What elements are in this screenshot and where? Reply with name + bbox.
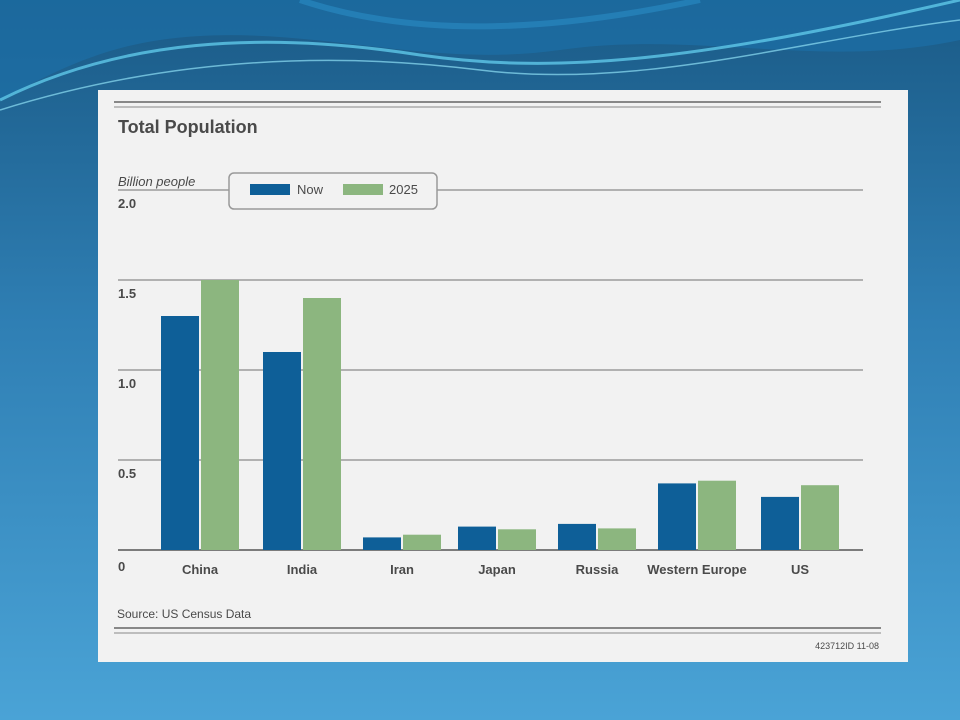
legend: Now 2025: [228, 172, 438, 210]
bar-now-china: [161, 316, 199, 550]
y-tick-label: 1.5: [118, 286, 136, 301]
bar-2025-china: [201, 280, 239, 550]
bar-now-japan: [458, 526, 496, 550]
legend-label-now: Now: [297, 182, 324, 197]
bar-2025-japan: [498, 529, 536, 550]
bar-2025-russia: [598, 528, 636, 550]
y-tick-labels: 0 0.5 1.0 1.5 2.0: [118, 196, 136, 574]
y-tick-label: 0: [118, 559, 125, 574]
decorative-waves: [0, 0, 960, 111]
bar-2025-iran: [403, 534, 441, 550]
category-label: India: [287, 562, 318, 577]
bar-now-western-europe: [658, 483, 696, 550]
y-axis-label: Billion people: [118, 174, 195, 189]
figure-code: 423712ID 11-08: [815, 641, 879, 651]
bar-now-iran: [363, 537, 401, 550]
chart-title: Total Population: [118, 117, 258, 137]
category-label: Iran: [390, 562, 414, 577]
chart-panel: Total Population Billion people 0 0.5 1.0 1…: [98, 90, 908, 662]
legend-swatch-2025: [343, 184, 383, 195]
bar-2025-india: [303, 298, 341, 550]
bar-now-russia: [558, 523, 596, 550]
y-tick-label: 0.5: [118, 466, 136, 481]
source-note: Source: US Census Data: [117, 607, 251, 621]
legend-box: [228, 172, 438, 210]
bar-2025-western-europe: [698, 480, 736, 550]
bar-now-india: [263, 352, 301, 550]
legend-label-2025: 2025: [389, 182, 418, 197]
y-tick-label: 2.0: [118, 196, 136, 211]
category-label: Western Europe: [647, 562, 746, 577]
category-label: Russia: [576, 562, 619, 577]
category-label: Japan: [478, 562, 516, 577]
category-label: China: [182, 562, 219, 577]
category-labels: China India Iran Japan Russia Western Europe U…: [182, 562, 809, 577]
bar-now-us: [761, 496, 799, 550]
legend-swatch-now: [250, 184, 290, 195]
bars: [161, 280, 839, 550]
bar-2025-us: [801, 485, 839, 550]
population-bar-chart: Total Population Billion people 0 0.5 1.0 1…: [114, 101, 881, 651]
category-label: US: [791, 562, 809, 577]
y-tick-label: 1.0: [118, 376, 136, 391]
